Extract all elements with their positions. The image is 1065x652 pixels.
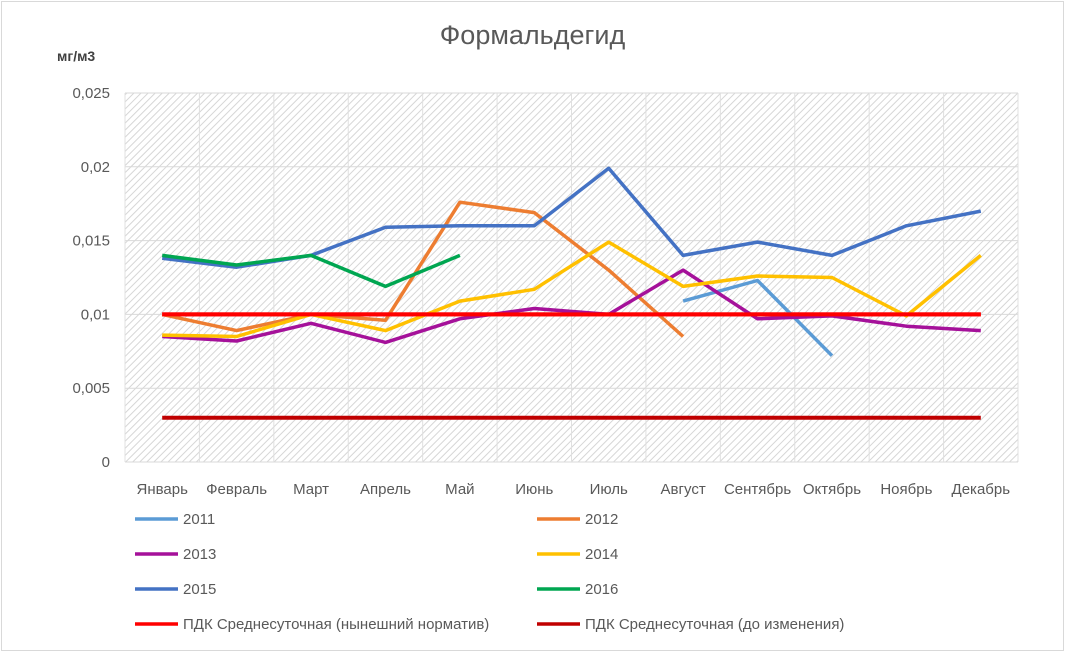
y-tick-label: 0,025	[72, 85, 110, 102]
legend-label: 2013	[183, 546, 216, 563]
x-tick-label: Май	[445, 481, 474, 498]
x-tick-label: Март	[293, 481, 329, 498]
chart-title: Формальдегид	[439, 20, 626, 50]
x-tick-label: Апрель	[360, 481, 411, 498]
y-tick-label: 0,015	[72, 233, 110, 250]
series-line-2016	[161, 253, 461, 289]
x-tick-label: Июнь	[515, 481, 553, 498]
x-tick-label: Сентябрь	[724, 481, 791, 498]
legend-label: 2012	[585, 511, 618, 528]
y-axis-label: мг/м3	[57, 48, 96, 64]
x-tick-label: Июль	[590, 481, 628, 498]
series-line-2011	[682, 278, 834, 357]
x-tick-label: Декабрь	[952, 481, 1011, 498]
legend-label: 2015	[183, 581, 216, 598]
x-tick-label: Октябрь	[803, 481, 861, 498]
y-tick-label: 0,02	[81, 159, 110, 176]
legend-label: 2011	[183, 511, 215, 528]
x-tick-label: Ноябрь	[880, 481, 932, 498]
legend-label: ПДК Среднесуточная (до изменения)	[585, 616, 844, 633]
y-tick-label: 0	[102, 454, 110, 471]
x-tick-label: Январь	[136, 481, 188, 498]
series-line-2013	[162, 268, 981, 345]
series-line-2014	[162, 240, 982, 339]
x-tick-label: Февраль	[206, 481, 267, 498]
legend-label: 2014	[585, 546, 618, 563]
series-line-2012	[161, 200, 685, 338]
x-tick-label: Август	[661, 481, 706, 498]
legend-label: ПДК Среднесуточная (нынешний норматив)	[183, 616, 489, 633]
y-tick-label: 0,005	[72, 380, 110, 397]
legend-label: 2016	[585, 581, 618, 598]
y-tick-label: 0,01	[81, 306, 110, 323]
